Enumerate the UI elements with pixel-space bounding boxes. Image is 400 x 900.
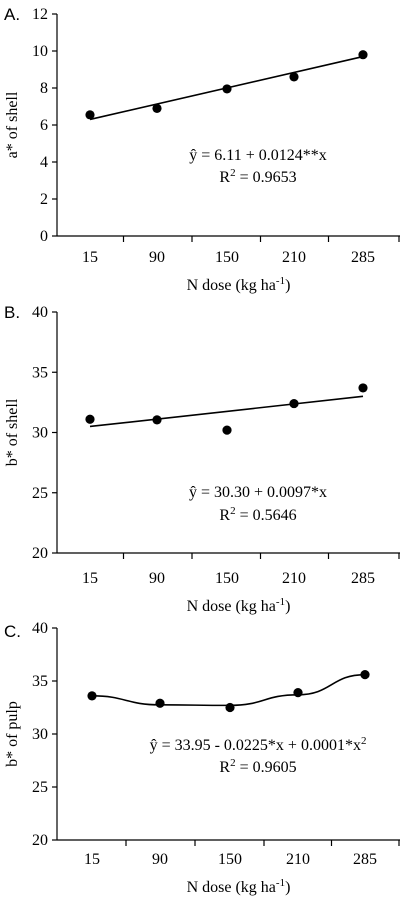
chart-panel: B. 20 25 30 35 40 15 90 150 210 285 N dose (kg ha-1…: [4, 303, 400, 615]
y-tick-label: 30: [32, 425, 48, 442]
x-axis-title: N dose (kg ha-1): [187, 877, 291, 896]
data-point: [85, 110, 95, 120]
regression-equation: ŷ = 33.95 - 0.0225*x + 0.0001*x2: [150, 735, 367, 754]
x-axis-title-close: ): [285, 277, 290, 294]
y-tick-label: 40: [32, 304, 48, 321]
y-tick-label: 8: [40, 80, 48, 97]
x-tick-label: 90: [149, 249, 165, 266]
data-point: [222, 84, 232, 94]
r-squared-superscript: 2: [230, 167, 236, 179]
data-point: [222, 425, 232, 435]
x-axis-title-superscript: -1: [276, 275, 285, 287]
panel-label: A.: [4, 5, 20, 24]
data-point: [225, 702, 235, 713]
x-tick-label: 90: [152, 851, 168, 868]
x-tick-label: 90: [149, 570, 165, 587]
r-squared-superscript: 2: [230, 505, 236, 517]
x-tick-label: 15: [84, 851, 100, 868]
y-tick-label: 35: [32, 364, 48, 381]
r-squared-value: = 0.9653: [236, 169, 297, 186]
x-tick-label: 210: [282, 570, 306, 587]
r-squared-label: R: [219, 169, 230, 186]
regression-line: [89, 395, 364, 428]
data-point: [289, 72, 299, 82]
y-axis-title: b* of shell: [4, 398, 21, 466]
y-axis-title: b* of pulp: [4, 701, 21, 767]
data-point: [155, 698, 165, 708]
x-tick-label: 210: [282, 249, 306, 266]
x-axis-title-superscript: -1: [276, 596, 285, 608]
r-squared-value: = 0.5646: [236, 507, 297, 524]
x-axis-title-text: N dose (kg ha: [187, 598, 276, 615]
x-tick-label: 150: [218, 851, 242, 868]
x-tick-label: 285: [353, 851, 377, 868]
x-tick-label: 285: [351, 570, 375, 587]
r-squared: R2 = 0.9605: [219, 757, 296, 776]
r-squared: R2 = 0.9653: [219, 167, 296, 186]
x-axis-title: N dose (kg ha-1): [187, 596, 291, 615]
x-tick-label: 285: [351, 249, 375, 266]
y-tick-label: 0: [40, 228, 48, 245]
regression-equation: ŷ = 6.11 + 0.0124**x: [189, 147, 326, 164]
data-point: [360, 670, 370, 680]
x-tick-label: 15: [82, 249, 98, 266]
y-tick-label: 20: [32, 545, 48, 562]
regression-equation-text: ŷ = 6.11 + 0.0124**x: [189, 147, 326, 164]
r-squared-label: R: [219, 507, 230, 524]
y-tick-label: 20: [32, 832, 48, 849]
y-tick-label: 2: [40, 191, 48, 208]
data-point: [293, 688, 303, 698]
r-squared-label: R: [219, 759, 230, 776]
x-axis-title-close: ): [285, 879, 290, 896]
y-tick-label: 10: [32, 43, 48, 60]
y-tick-label: 35: [32, 673, 48, 690]
y-tick-label: 40: [32, 620, 48, 637]
data-point: [152, 103, 162, 113]
r-squared: R2 = 0.5646: [219, 505, 296, 524]
data-point: [85, 414, 95, 424]
data-point: [289, 398, 299, 409]
y-tick-label: 4: [40, 154, 48, 171]
x-axis-title-text: N dose (kg ha: [187, 277, 276, 294]
regression-equation-text: ŷ = 33.95 - 0.0225*x + 0.0001*x: [150, 737, 361, 754]
r-squared-value: = 0.9605: [236, 759, 297, 776]
x-tick-label: 210: [286, 851, 310, 868]
x-axis-title-close: ): [285, 598, 290, 615]
y-tick-label: 12: [32, 6, 48, 23]
r-squared-superscript: 2: [230, 757, 236, 769]
x-axis-title-superscript: -1: [276, 877, 285, 889]
regression-equation-text: ŷ = 30.30 + 0.0097*x: [189, 484, 327, 501]
x-tick-label: 15: [82, 570, 98, 587]
y-tick-label: 25: [32, 485, 48, 502]
y-tick-label: 6: [40, 117, 48, 134]
data-point: [358, 383, 368, 393]
y-tick-label: 30: [32, 726, 48, 743]
data-point: [152, 415, 162, 425]
regression-equation-superscript: 2: [361, 735, 367, 747]
y-axis-title: a* of shell: [4, 91, 21, 158]
regression-equation: ŷ = 30.30 + 0.0097*x: [189, 484, 327, 501]
data-point: [358, 50, 368, 60]
data-point: [87, 691, 97, 701]
x-tick-label: 150: [215, 249, 239, 266]
y-tick-label: 25: [32, 779, 48, 796]
x-axis-title: N dose (kg ha-1): [187, 275, 291, 294]
panel-label: B.: [4, 303, 20, 322]
panel-label: C.: [4, 622, 21, 641]
x-tick-label: 150: [215, 570, 239, 587]
chart-panel: A. 0 2 4 6 8 10 12 15 90 150 210 285 N dose (kg ha-1)…: [4, 5, 400, 294]
x-axis-title-text: N dose (kg ha: [187, 879, 276, 896]
chart-panel: C. 20 25 30 35 40 15 90 150 210 285 N dose (kg ha-1…: [4, 620, 400, 896]
